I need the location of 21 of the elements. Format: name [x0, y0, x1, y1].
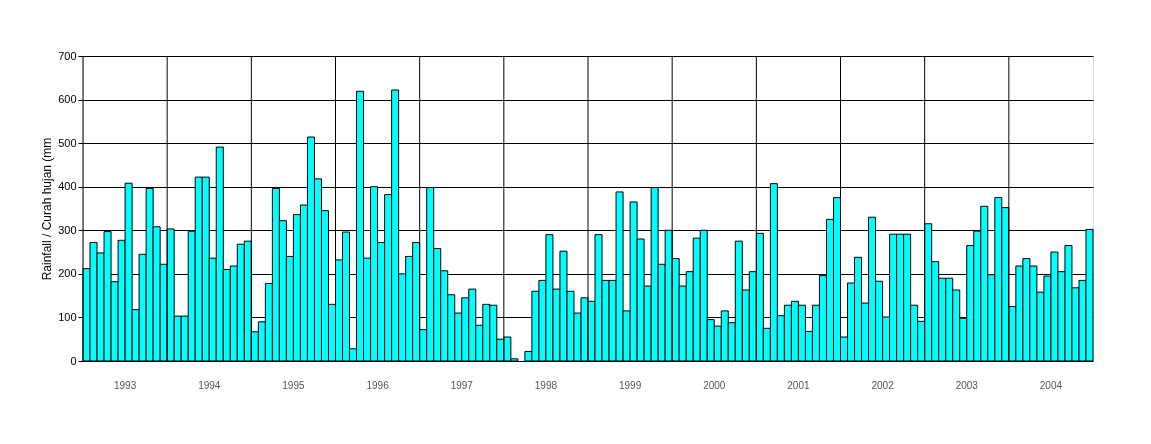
y-tick-label: 100	[58, 310, 77, 323]
x-tick-label: 1994	[198, 380, 221, 391]
y-tick-label: 0	[70, 354, 77, 367]
x-tick-label: 1999	[618, 380, 642, 391]
x-tick-label: 1997	[450, 380, 474, 391]
y-tick-label: 500	[58, 136, 77, 149]
x-tick-label: 1995	[282, 380, 305, 391]
y-tick-label: 300	[58, 223, 77, 236]
x-tick-label: 2001	[787, 380, 810, 391]
x-tick-label: 2000	[703, 380, 726, 391]
x-tick-label: 1993	[113, 380, 137, 391]
x-tick-label: 2002	[871, 380, 895, 391]
y-tick-label: 700	[58, 49, 77, 62]
x-tick-label: 2003	[955, 380, 979, 391]
y-tick-label: 600	[58, 93, 77, 106]
x-tick-label: 1998	[534, 380, 558, 391]
y-axis-title: Rainfall / Curah hujan (mm	[40, 137, 55, 281]
y-tick-label: 400	[58, 180, 77, 193]
y-tick-label: 200	[58, 267, 77, 280]
x-tick-label: 2004	[1039, 380, 1063, 391]
x-tick-label: 1996	[366, 380, 390, 391]
